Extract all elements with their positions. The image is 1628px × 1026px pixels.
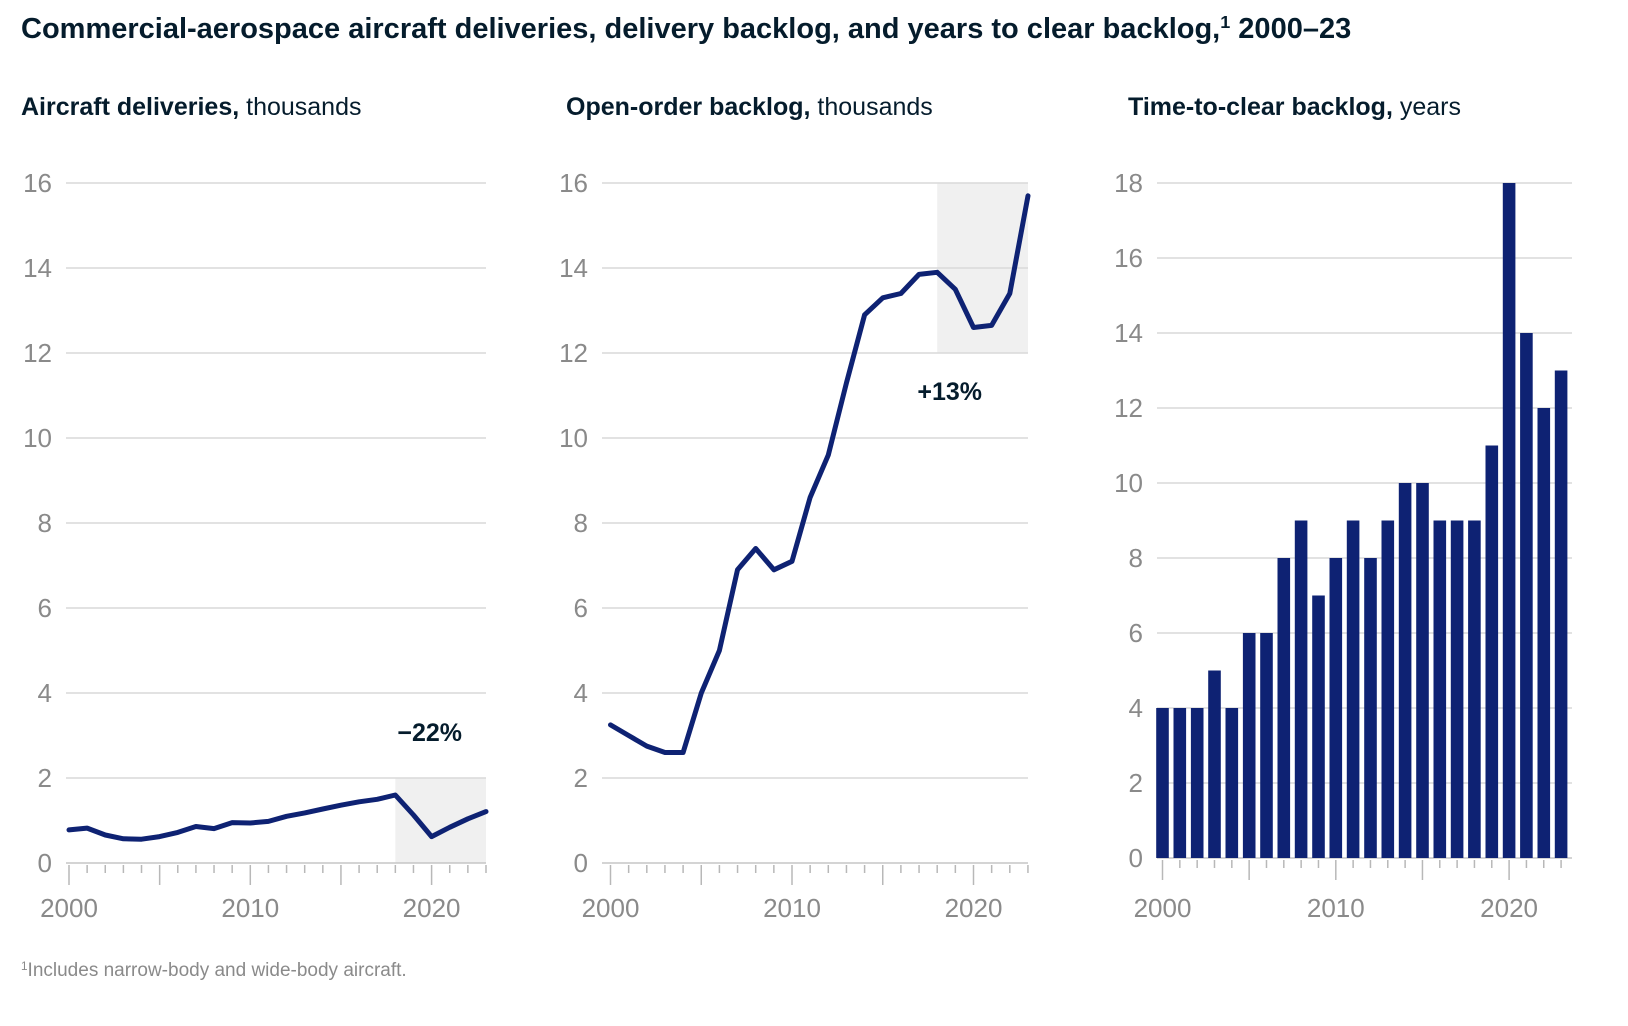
footnote-marker: 1 <box>21 960 28 974</box>
time-to-clear-bar-2008 <box>1294 520 1308 858</box>
time-to-clear-bar-2017 <box>1450 520 1464 858</box>
aircraft-deliveries-y-axis-label: 2 <box>38 763 52 793</box>
time-to-clear-bar-2013 <box>1381 520 1395 858</box>
open-order-backlog-y-axis-label: 10 <box>559 423 588 453</box>
time-to-clear-bar-2014 <box>1398 483 1412 858</box>
page-title-period: 2000–23 <box>1230 13 1352 45</box>
aircraft-deliveries-x-axis-label: 2010 <box>221 893 279 923</box>
time-to-clear-bar-2023 <box>1554 370 1568 858</box>
time-to-clear-bar-2010 <box>1329 558 1343 858</box>
time-to-clear-bar-2007 <box>1277 558 1291 858</box>
open-order-backlog-y-axis-label: 16 <box>559 168 588 198</box>
time-to-clear-y-axis-label: 0 <box>1129 843 1143 873</box>
time-to-clear-bar-2016 <box>1433 520 1447 858</box>
time-to-clear-chart: 0 2 4 6 8 10 12 14 16 18 2000 2010 2020 <box>1114 168 1572 923</box>
time-to-clear-y-axis-label: 2 <box>1129 768 1143 798</box>
aircraft-deliveries-y-axis-label: 10 <box>23 423 52 453</box>
aircraft-deliveries-y-axis-label: 0 <box>38 848 52 878</box>
panel-heading-bold: Time-to-clear backlog, <box>1128 93 1393 121</box>
footnote-text: Includes narrow-body and wide-body aircr… <box>27 960 407 981</box>
aircraft-deliveries-y-axis-label: 12 <box>23 338 52 368</box>
panel-heading-bold: Aircraft deliveries, <box>21 93 240 121</box>
time-to-clear-bar-2009 <box>1312 595 1325 858</box>
page-title-text: Commercial-aerospace aircraft deliveries… <box>21 13 1221 45</box>
aircraft-deliveries-delta-annotation: −22% <box>397 719 462 747</box>
time-to-clear-bar-2021 <box>1520 333 1533 858</box>
open-order-backlog-chart: 0 2 4 6 8 10 12 14 16 2000 2010 2020 +13% <box>559 168 1031 923</box>
time-to-clear-x-axis-label: 2000 <box>1134 893 1192 923</box>
time-to-clear-bar-2002 <box>1190 708 1204 858</box>
open-order-backlog-y-axis-label: 6 <box>574 593 588 623</box>
aircraft-deliveries-highlight-region <box>395 778 486 863</box>
open-order-backlog-series-line <box>608 193 1031 755</box>
time-to-clear-x-axis-label: 2010 <box>1307 893 1365 923</box>
panel-heading-unit: years <box>1392 93 1461 121</box>
aircraft-deliveries-x-axis-label: 2020 <box>403 893 461 923</box>
time-to-clear-bar-2006 <box>1260 633 1273 858</box>
time-to-clear-bar-2022 <box>1537 408 1551 858</box>
time-to-clear-x-axis-label: 2020 <box>1480 893 1538 923</box>
aircraft-deliveries-y-axis-label: 6 <box>38 593 52 623</box>
aircraft-deliveries-series-line <box>66 792 489 842</box>
time-to-clear-bar-2005 <box>1242 633 1256 858</box>
time-to-clear-bar-2020 <box>1502 183 1516 858</box>
aircraft-deliveries-y-axis-label: 4 <box>38 678 52 708</box>
footnote: 1Includes narrow-body and wide-body airc… <box>21 960 407 982</box>
time-to-clear-bar-2011 <box>1346 520 1360 858</box>
aircraft-deliveries-y-axis-label: 8 <box>38 508 52 538</box>
open-order-backlog-y-axis-label: 2 <box>574 763 588 793</box>
time-to-clear-y-axis-label: 12 <box>1114 393 1143 423</box>
page-title: Commercial-aerospace aircraft deliveries… <box>21 12 1352 46</box>
aircraft-deliveries-y-axis-label: 14 <box>23 253 52 283</box>
aircraft-deliveries-x-axis-label: 2000 <box>40 893 98 923</box>
time-to-clear-y-axis-label: 18 <box>1114 168 1143 198</box>
time-to-clear-bar-2018 <box>1468 520 1481 858</box>
time-to-clear-bar-2004 <box>1225 708 1239 858</box>
panel-heading-aircraft-deliveries: Aircraft deliveries, thousands <box>21 93 362 122</box>
open-order-backlog-y-axis-label: 12 <box>559 338 588 368</box>
time-to-clear-bar-2012 <box>1364 558 1377 858</box>
time-to-clear-y-axis-label: 16 <box>1114 243 1143 273</box>
time-to-clear-y-axis-label: 4 <box>1129 693 1143 723</box>
title-footnote-marker: 1 <box>1220 12 1231 33</box>
time-to-clear-y-axis-label: 8 <box>1129 543 1143 573</box>
panel-heading-open-order-backlog: Open-order backlog, thousands <box>566 93 933 122</box>
time-to-clear-y-axis-label: 10 <box>1114 468 1143 498</box>
aircraft-deliveries-y-axis-label: 16 <box>23 168 52 198</box>
time-to-clear-bar-2000 <box>1156 708 1169 858</box>
time-to-clear-y-axis-label: 6 <box>1129 618 1143 648</box>
time-to-clear-bar-2015 <box>1416 483 1429 858</box>
open-order-backlog-y-axis-label: 14 <box>559 253 588 283</box>
panel-heading-time-to-clear: Time-to-clear backlog, years <box>1128 93 1461 122</box>
open-order-backlog-x-axis-label: 2020 <box>945 893 1003 923</box>
open-order-backlog-y-axis-label: 4 <box>574 678 588 708</box>
open-order-backlog-x-axis-label: 2000 <box>582 893 640 923</box>
aircraft-deliveries-chart: 0 2 4 6 8 10 12 14 16 2000 2010 2020 −22% <box>23 168 489 923</box>
time-to-clear-bar-2019 <box>1485 445 1499 858</box>
time-to-clear-bar-2001 <box>1173 708 1187 858</box>
panel-heading-unit: thousands <box>810 93 933 121</box>
time-to-clear-bar-2003 <box>1208 670 1221 858</box>
open-order-backlog-y-axis-label: 0 <box>574 848 588 878</box>
open-order-backlog-x-axis-label: 2010 <box>763 893 821 923</box>
open-order-backlog-y-axis-label: 8 <box>574 508 588 538</box>
panel-heading-unit: thousands <box>239 93 362 121</box>
panel-heading-bold: Open-order backlog, <box>566 93 811 121</box>
open-order-backlog-delta-annotation: +13% <box>917 378 982 406</box>
time-to-clear-y-axis-label: 14 <box>1114 318 1143 348</box>
